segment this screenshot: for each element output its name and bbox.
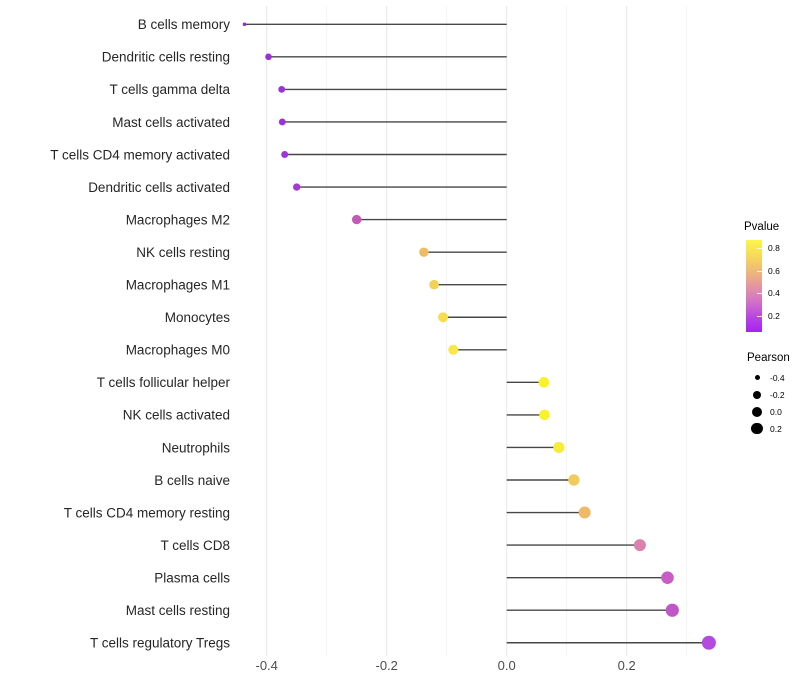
y-axis-label: T cells CD8: [160, 538, 230, 553]
legend-dot-cell: [744, 422, 770, 435]
colorbar-tick: [757, 293, 762, 294]
y-axis-label: T cells CD4 memory resting: [64, 505, 230, 520]
lollipop-dot: [539, 409, 550, 421]
y-axis-label: Dendritic cells activated: [88, 180, 230, 195]
pearson-size-legend: -0.4 -0.2 0.0 0.2: [744, 369, 785, 437]
lollipop-dot: [281, 151, 289, 158]
colorbar-tick-label: 0.2: [768, 310, 780, 321]
legend-size-dot: [751, 422, 763, 435]
legend-dot-cell: [744, 390, 770, 399]
pvalue-colorbar: [746, 240, 762, 332]
colorbar-tick-label: 0.8: [768, 243, 780, 253]
pearson-legend-item: -0.2: [744, 386, 785, 403]
y-axis-label: Mast cells resting: [126, 603, 230, 618]
x-tick-label: 0.0: [498, 658, 516, 673]
x-tick-label: 0.2: [618, 658, 636, 673]
legend-dot-cell: [744, 375, 770, 380]
y-axis-label: T cells gamma delta: [109, 82, 230, 97]
colorbar-tick: [757, 270, 762, 272]
pearson-legend-item: -0.4: [744, 369, 785, 386]
y-axis-label: Plasma cells: [154, 570, 230, 585]
lollipop-dot: [242, 22, 247, 27]
y-axis-label: Dendritic cells resting: [102, 50, 230, 65]
y-axis-label: NK cells resting: [136, 245, 230, 260]
y-axis-label: NK cells activated: [123, 408, 230, 423]
legend-size-label: 0.0: [770, 406, 782, 417]
y-axis-label: Monocytes: [165, 310, 231, 325]
lollipop-dot: [701, 635, 716, 650]
y-axis-label: Mast cells activated: [112, 115, 230, 130]
y-axis-label: Macrophages M0: [126, 343, 230, 358]
pearson-legend-item: 0.2: [744, 420, 785, 437]
lollipop-dot: [293, 183, 301, 191]
y-axis-label: Neutrophils: [162, 440, 231, 455]
colorbar-tick: [757, 315, 762, 317]
x-tick-label: -0.4: [255, 658, 277, 673]
pearson-legend-item: 0.0: [744, 403, 785, 420]
legend-size-dot: [754, 375, 760, 380]
lollipop-dot: [278, 86, 286, 93]
pvalue-legend-title: Pvalue: [744, 221, 780, 233]
lollipop-dot: [578, 506, 591, 519]
lollipop-dot: [448, 344, 459, 355]
lollipop-dot: [633, 539, 646, 552]
lollipop-dot: [661, 571, 674, 584]
legend-size-label: -0.4: [770, 372, 785, 383]
y-axis-label: T cells CD4 memory activated: [50, 147, 230, 162]
y-axis-label: T cells regulatory Tregs: [90, 636, 230, 651]
legend-size-label: 0.2: [770, 423, 782, 434]
legend-size-label: -0.2: [770, 389, 785, 400]
lollipop-dot: [278, 118, 286, 126]
lollipop-dot: [568, 474, 580, 486]
lollipop-dot: [553, 441, 565, 454]
legend-size-dot: [753, 390, 761, 399]
lollipop-dot: [419, 247, 429, 257]
pearson-legend-title: Pearson: [747, 352, 790, 364]
y-axis-label: Macrophages M1: [126, 278, 230, 293]
lollipop-dot: [429, 279, 439, 290]
y-axis-label: B cells memory: [138, 17, 231, 32]
y-axis-label: T cells follicular helper: [97, 375, 231, 390]
lollipop-dot: [438, 312, 449, 323]
legend-dot-cell: [744, 406, 770, 417]
colorbar-tick-label: 0.4: [768, 288, 780, 298]
colorbar-tick-label: 0.6: [768, 265, 780, 276]
legend-size-dot: [752, 406, 762, 417]
x-tick-label: -0.2: [375, 658, 397, 673]
lollipop-dot: [352, 214, 362, 225]
y-axis-label: B cells naive: [154, 473, 230, 488]
lollipop-dot: [538, 377, 550, 388]
y-axis-label: Macrophages M2: [126, 212, 230, 227]
lollipop-dot: [665, 603, 679, 617]
colorbar-tick: [757, 248, 762, 249]
lollipop-dot: [265, 53, 272, 61]
